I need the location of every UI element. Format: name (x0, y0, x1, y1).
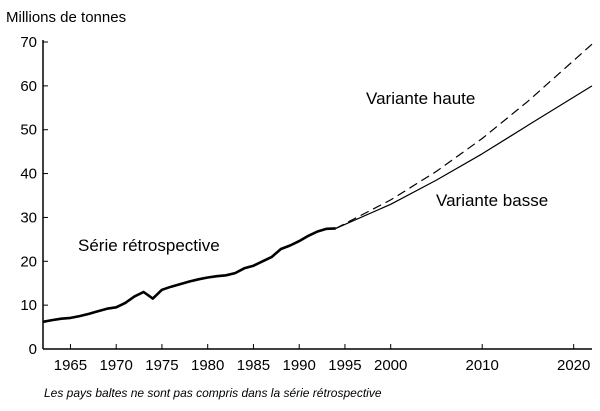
x-tick-label: 2010 (466, 357, 499, 374)
y-tick-label: 10 (20, 297, 37, 314)
x-tick-label: 1980 (191, 357, 224, 374)
annotation-variante-haute: Variante haute (366, 89, 475, 108)
x-tick-label: 1965 (54, 357, 87, 374)
x-tick-label: 1995 (328, 357, 361, 374)
x-tick-label: 1975 (145, 357, 178, 374)
series-line-variante-haute (335, 43, 593, 229)
y-tick-label: 20 (20, 253, 37, 270)
x-tick-label: 2020 (557, 357, 590, 374)
annotation-serie-retrospective: Série rétrospective (78, 236, 220, 255)
x-tick-label: 1985 (237, 357, 270, 374)
y-tick-label: 30 (20, 209, 37, 226)
x-tick-label: 1970 (100, 357, 133, 374)
series-line-variante-basse (335, 85, 593, 229)
y-tick-label: 40 (20, 166, 37, 183)
x-tick-label: 2000 (374, 357, 407, 374)
y-tick-label: 50 (20, 122, 37, 139)
series-line-s-rie-r-trospective (42, 227, 336, 324)
x-tick-label: 1990 (283, 357, 316, 374)
footnote: Les pays baltes ne sont pas compris dans… (44, 386, 382, 400)
y-ticks: 0 10 20 30 40 50 60 70 (20, 34, 48, 358)
series-group (42, 43, 593, 324)
y-tick-label: 0 (29, 341, 37, 358)
y-tick-label: 70 (20, 34, 37, 51)
x-ticks: 1965 1970 1975 1980 1985 1990 1995 2000 2010 2020 (54, 344, 590, 374)
annotation-variante-basse: Variante basse (436, 191, 548, 210)
y-axis-label: Millions de tonnes (6, 9, 126, 26)
y-tick-label: 60 (20, 78, 37, 95)
